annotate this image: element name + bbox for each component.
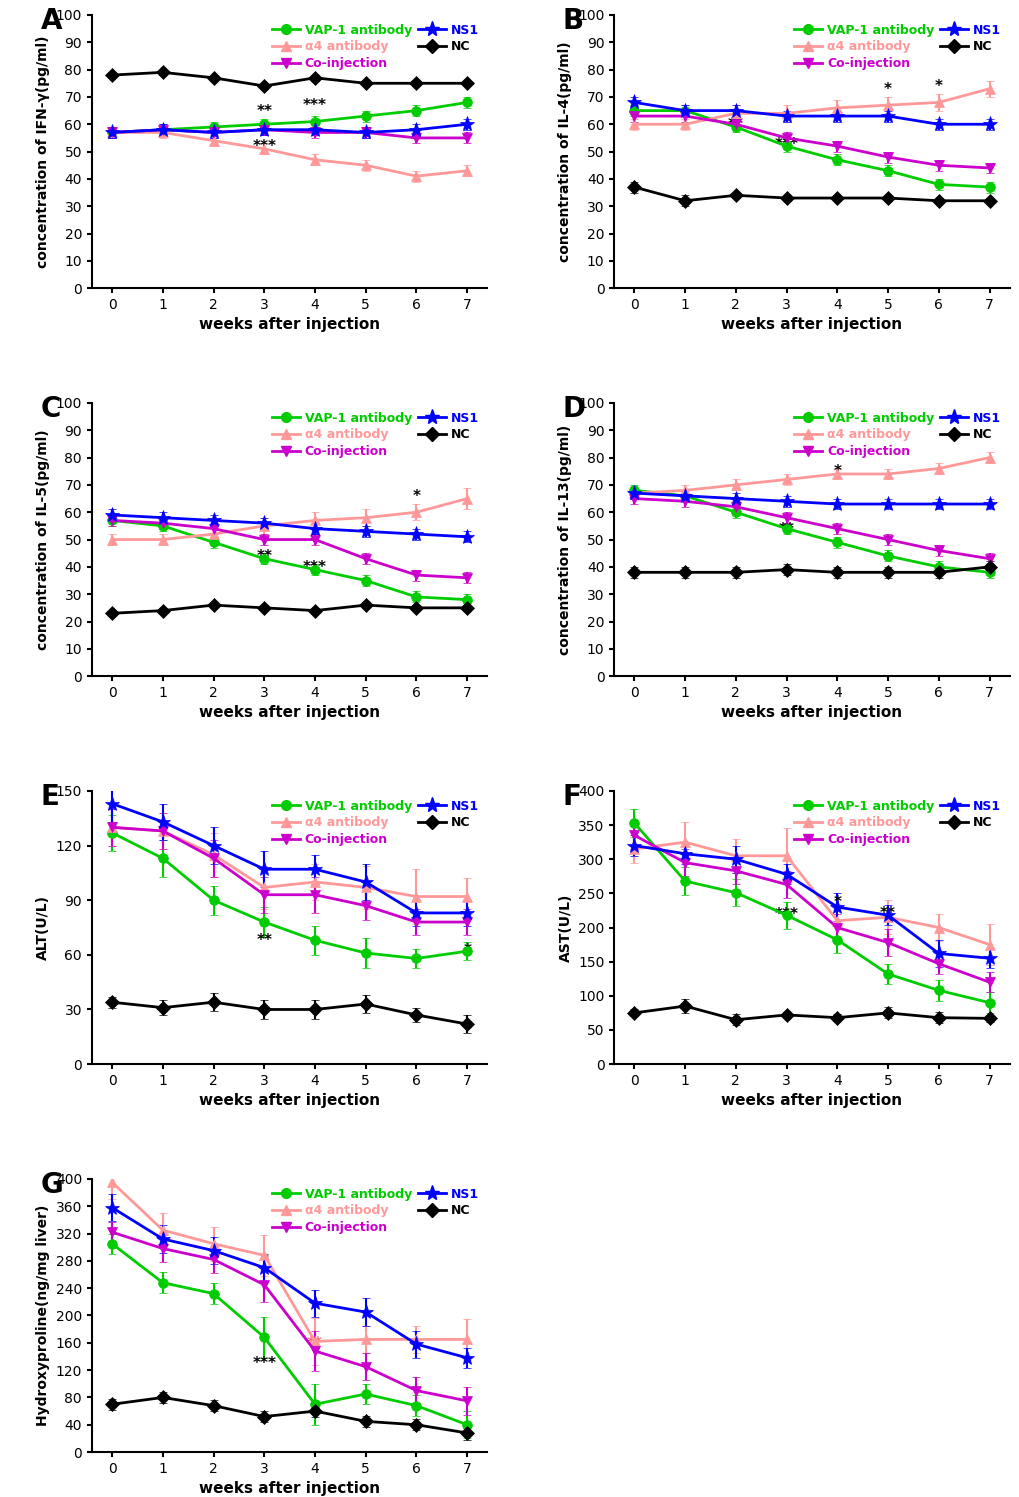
Y-axis label: ALT(U/L): ALT(U/L) <box>36 895 50 960</box>
Text: *: * <box>260 1254 268 1269</box>
Legend: VAP-1 antibody, α4 antibody, Co-injection, NS1, NC: VAP-1 antibody, α4 antibody, Co-injectio… <box>791 21 1003 73</box>
Text: ***: *** <box>252 139 276 154</box>
Text: **: ** <box>728 117 743 132</box>
Text: **: ** <box>256 103 272 118</box>
Legend: VAP-1 antibody, α4 antibody, Co-injection, NS1, NC: VAP-1 antibody, α4 antibody, Co-injectio… <box>269 409 481 461</box>
Text: D: D <box>562 395 585 422</box>
X-axis label: weeks after injection: weeks after injection <box>720 1093 902 1108</box>
Text: F: F <box>562 783 581 811</box>
Text: E: E <box>41 783 59 811</box>
Text: ***: *** <box>303 560 327 575</box>
Text: *: * <box>463 943 471 958</box>
X-axis label: weeks after injection: weeks after injection <box>199 317 380 332</box>
Legend: VAP-1 antibody, α4 antibody, Co-injection, NS1, NC: VAP-1 antibody, α4 antibody, Co-injectio… <box>269 1186 481 1237</box>
Text: *: * <box>833 895 841 910</box>
Text: G: G <box>41 1171 63 1199</box>
Text: ***: *** <box>303 99 327 114</box>
Y-axis label: concentration of IL-5(pg/ml): concentration of IL-5(pg/ml) <box>36 430 50 650</box>
X-axis label: weeks after injection: weeks after injection <box>199 705 380 720</box>
X-axis label: weeks after injection: weeks after injection <box>199 1482 380 1497</box>
Y-axis label: concentration of IL-13(pg/ml): concentration of IL-13(pg/ml) <box>558 425 572 654</box>
Text: B: B <box>562 7 583 34</box>
Text: **: ** <box>256 933 272 948</box>
Y-axis label: concentration of IFN-γ(pg/ml): concentration of IFN-γ(pg/ml) <box>36 36 50 268</box>
X-axis label: weeks after injection: weeks after injection <box>720 317 902 332</box>
Text: **: ** <box>879 906 895 921</box>
Y-axis label: concentration of IL-4(pg/ml): concentration of IL-4(pg/ml) <box>558 42 572 262</box>
Y-axis label: AST(U/L): AST(U/L) <box>558 894 572 961</box>
X-axis label: weeks after injection: weeks after injection <box>199 1093 380 1108</box>
Y-axis label: Hydroxyproline(ng/mg liver): Hydroxyproline(ng/mg liver) <box>36 1205 50 1427</box>
Text: *: * <box>883 82 892 97</box>
Legend: VAP-1 antibody, α4 antibody, Co-injection, NS1, NC: VAP-1 antibody, α4 antibody, Co-injectio… <box>791 798 1003 849</box>
Legend: VAP-1 antibody, α4 antibody, Co-injection, NS1, NC: VAP-1 antibody, α4 antibody, Co-injectio… <box>269 21 481 73</box>
Text: ***: *** <box>773 136 798 151</box>
Text: *: * <box>933 79 942 94</box>
Text: ***: *** <box>252 1356 276 1371</box>
X-axis label: weeks after injection: weeks after injection <box>720 705 902 720</box>
Text: C: C <box>41 395 61 422</box>
Text: *: * <box>412 490 420 504</box>
Legend: VAP-1 antibody, α4 antibody, Co-injection, NS1, NC: VAP-1 antibody, α4 antibody, Co-injectio… <box>791 409 1003 461</box>
Text: **: ** <box>307 1335 323 1350</box>
Text: *: * <box>833 464 841 479</box>
Text: **: ** <box>256 549 272 564</box>
Text: ***: *** <box>773 907 798 922</box>
Text: **: ** <box>777 522 794 537</box>
Legend: VAP-1 antibody, α4 antibody, Co-injection, NS1, NC: VAP-1 antibody, α4 antibody, Co-injectio… <box>269 798 481 849</box>
Text: A: A <box>41 7 62 34</box>
